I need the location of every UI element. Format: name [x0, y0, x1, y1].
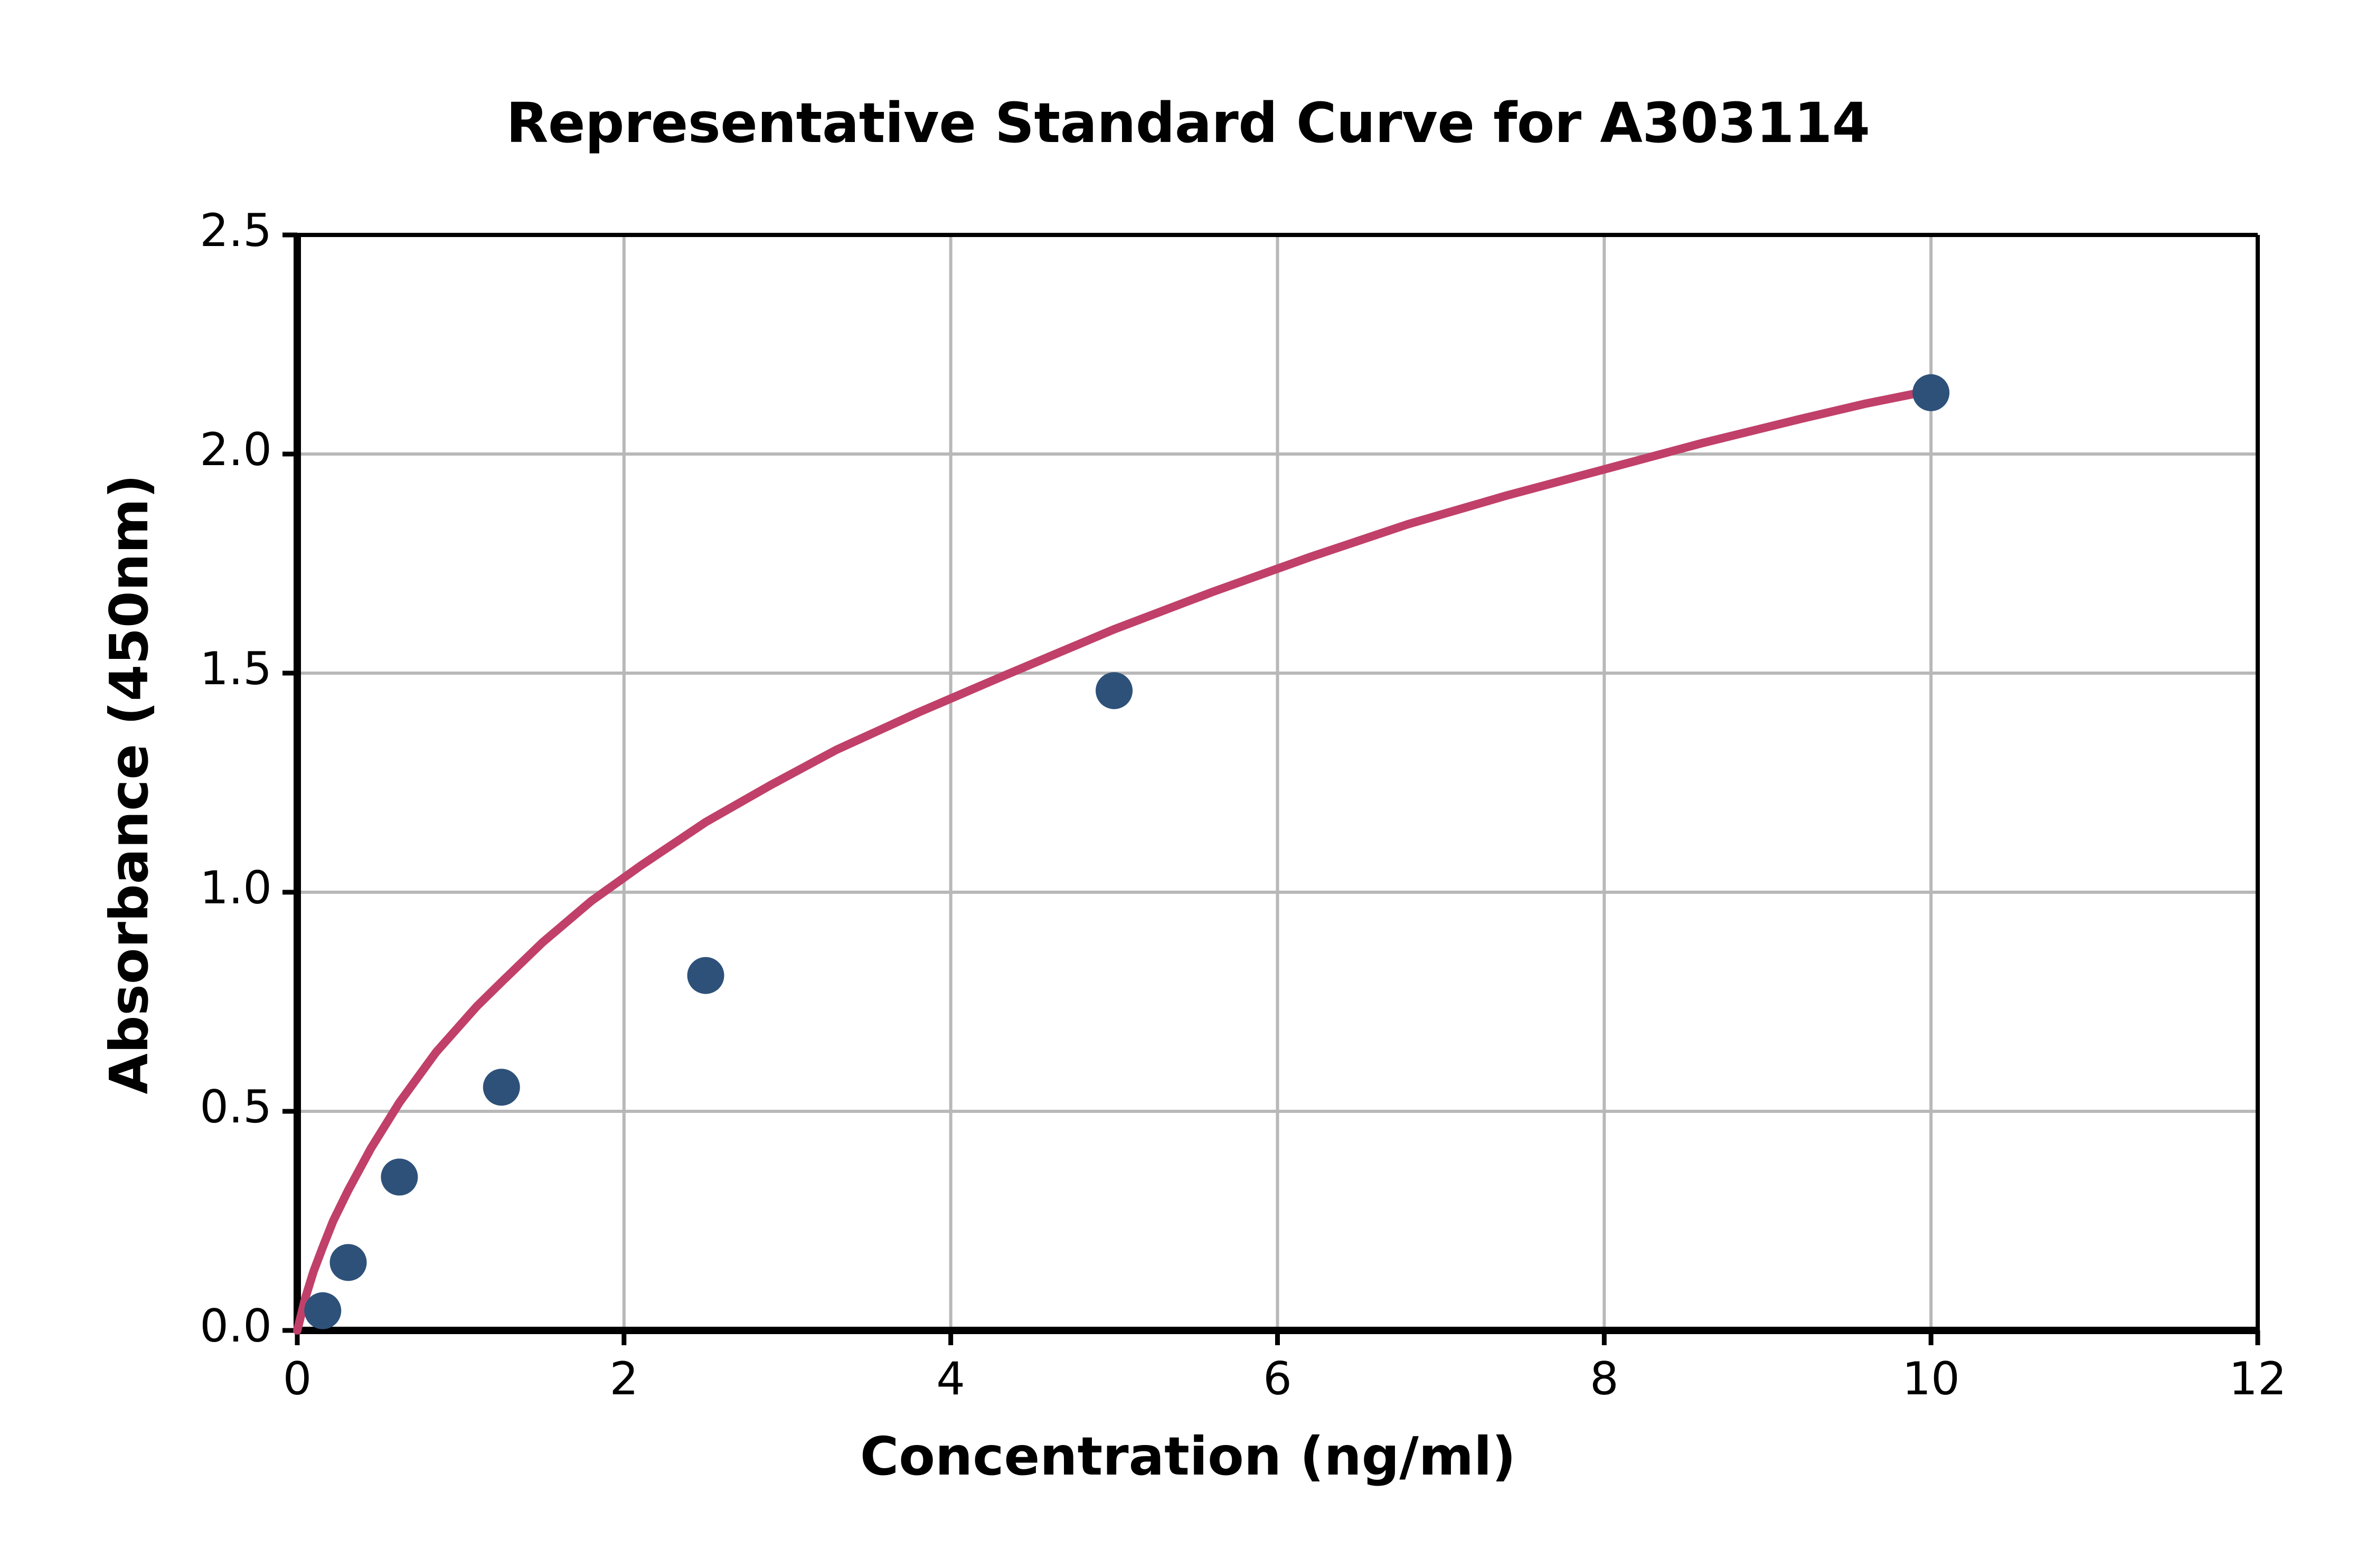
- y-axis-label-container: Absorbance (450nm): [0, 0, 160, 1568]
- x-tick-label: 2: [609, 1353, 639, 1405]
- data-point-marker: [1096, 672, 1133, 710]
- data-point-marker: [687, 957, 724, 994]
- x-tick-label: 10: [1902, 1353, 1960, 1405]
- data-point-marker: [483, 1069, 520, 1106]
- x-axis-label: Concentration (ng/ml): [860, 1425, 1516, 1487]
- y-tick-label: 0.5: [200, 1081, 272, 1134]
- y-tick-label: 2.0: [200, 423, 272, 476]
- x-tick-label: 12: [2229, 1353, 2287, 1405]
- data-point-markers: [304, 374, 1950, 1329]
- x-tick-label: 4: [936, 1353, 966, 1405]
- chart-title: Representative Standard Curve for A30311…: [506, 91, 1870, 155]
- fit-curve-line: [293, 386, 1936, 1335]
- data-point-marker: [381, 1158, 418, 1196]
- data-point-marker: [304, 1292, 342, 1329]
- x-tick-label: 0: [282, 1353, 312, 1405]
- x-tick-label: 8: [1589, 1353, 1619, 1405]
- y-tick-label: 0.0: [200, 1300, 272, 1353]
- data-point-marker: [329, 1244, 367, 1281]
- y-tick-label: 1.5: [200, 643, 272, 695]
- tick-marks: [282, 232, 2260, 1345]
- fit-curve-path: [293, 386, 1936, 1335]
- data-point-marker: [1912, 374, 1950, 411]
- y-tick-label: 2.5: [200, 204, 272, 257]
- gridlines: [297, 235, 2258, 1330]
- x-tick-label: 6: [1263, 1353, 1292, 1405]
- y-axis-label: Absorbance (450nm): [98, 474, 160, 1094]
- y-tick-label: 1.0: [200, 862, 272, 914]
